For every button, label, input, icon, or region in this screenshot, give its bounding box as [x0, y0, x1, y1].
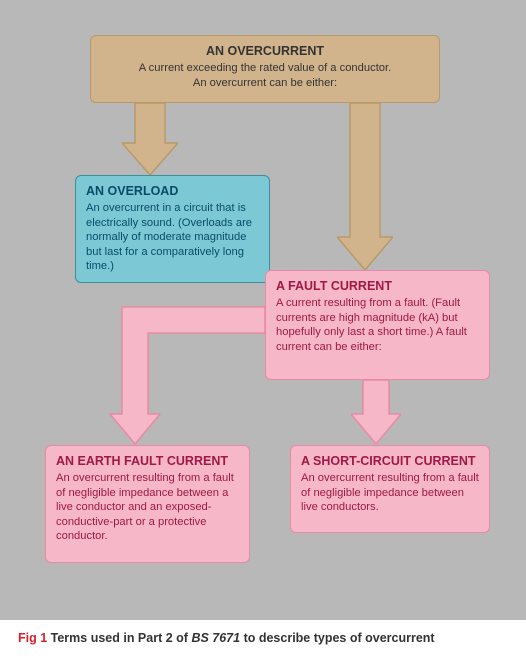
- box-short-title: A SHORT-CIRCUIT CURRENT: [301, 454, 479, 468]
- caption-text-after: to describe types of overcurrent: [240, 631, 435, 645]
- diagram-canvas: AN OVERCURRENT A current exceeding the r…: [0, 0, 526, 620]
- caption-label: Fig 1: [18, 631, 47, 645]
- caption-text-before: Terms used in Part 2 of: [47, 631, 191, 645]
- box-earth-body: An overcurrent resulting from a fault of…: [56, 471, 239, 544]
- box-earth-fault: AN EARTH FAULT CURRENT An overcurrent re…: [45, 445, 250, 563]
- box-earth-title: AN EARTH FAULT CURRENT: [56, 454, 239, 468]
- figure-caption: Fig 1 Terms used in Part 2 of BS 7671 to…: [0, 620, 526, 647]
- box-short-circuit: A SHORT-CIRCUIT CURRENT An overcurrent r…: [290, 445, 490, 533]
- caption-italic: BS 7671: [191, 631, 240, 645]
- arrow-fault-to-short: [351, 380, 401, 444]
- box-short-body: An overcurrent resulting from a fault of…: [301, 471, 479, 515]
